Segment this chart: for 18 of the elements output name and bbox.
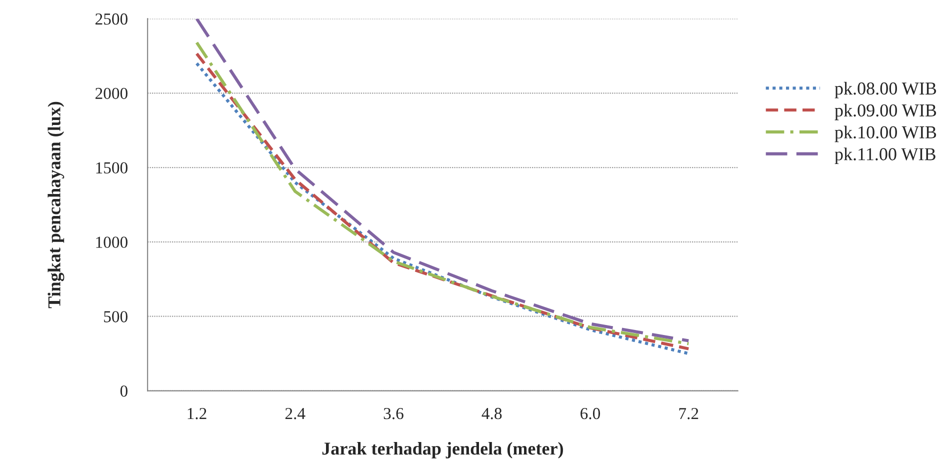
x-tick-label: 2.4 — [285, 408, 306, 420]
x-tick-label: 1.2 — [188, 408, 206, 420]
x-axis-title: Jarak terhadap jendela (meter) — [322, 442, 563, 458]
y-tick-label: 2000 — [96, 88, 128, 100]
y-tick-label: 500 — [104, 311, 128, 322]
x-tick-label: 4.8 — [482, 408, 502, 420]
legend-label: pk.08.00 WIB — [834, 82, 936, 98]
y-tick-label: 1000 — [96, 236, 128, 248]
y-axis-title: Tingkat pencahayaan (lux) — [48, 102, 64, 308]
legend-label: pk.10.00 WIB — [834, 126, 936, 142]
y-tick-label: 2500 — [96, 13, 128, 25]
x-tick-label: 3.6 — [384, 408, 404, 420]
x-tick-label: 6.0 — [580, 408, 600, 420]
legend-label: pk.11.00 WIB — [834, 148, 936, 164]
x-tick-label: 7.2 — [679, 408, 698, 420]
legend-label: pk.09.00 WIB — [834, 104, 936, 120]
y-tick-label: 1500 — [96, 162, 128, 174]
y-tick-label: 0 — [120, 385, 128, 397]
